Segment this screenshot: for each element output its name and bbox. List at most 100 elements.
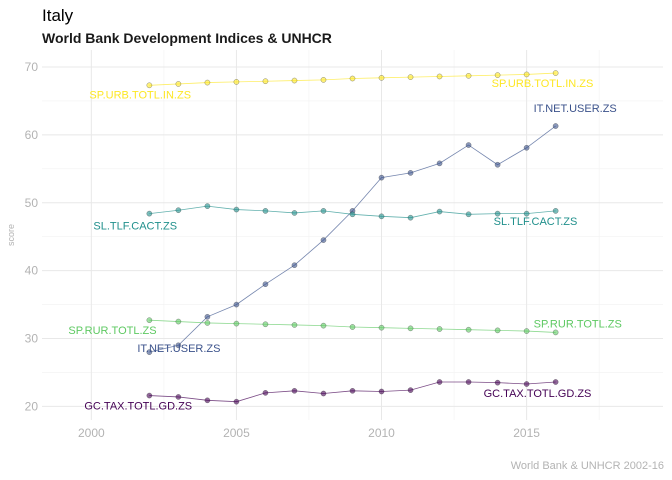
- data-point: [523, 71, 530, 78]
- data-point: [465, 326, 472, 333]
- data-point: [378, 74, 385, 81]
- y-tick-label: 50: [25, 196, 39, 210]
- data-point: [349, 387, 356, 394]
- data-point: [233, 79, 240, 85]
- data-point: [349, 75, 356, 82]
- series-sp-urb-totl-in-zs: [146, 70, 559, 89]
- data-point: [204, 320, 211, 326]
- data-point: [349, 324, 356, 330]
- series-labels: SP.URB.TOTL.IN.ZS SP.URB.TOTL.IN.ZS IT.NET…: [68, 78, 621, 412]
- series-start-label: GC.TAX.TOTL.GD.ZS: [84, 401, 192, 413]
- data-point: [262, 321, 269, 328]
- y-tick-label: 70: [25, 60, 39, 74]
- data-point: [233, 398, 240, 405]
- data-point: [407, 325, 414, 332]
- data-point: [465, 379, 472, 385]
- data-point: [465, 72, 472, 79]
- series-line: [149, 125, 556, 353]
- x-tick-label: 2015: [513, 426, 540, 440]
- series-gc-tax-totl-gd-zs: [146, 379, 559, 405]
- data-point: [175, 81, 182, 87]
- data-point: [436, 73, 443, 80]
- data-point: [291, 262, 298, 269]
- chart-subtitle: World Bank Development Indices & UNHCR: [42, 30, 332, 46]
- series-start-label: SP.URB.TOTL.IN.ZS: [89, 89, 191, 101]
- data-point: [552, 208, 559, 214]
- grid: [42, 50, 663, 420]
- data-point: [146, 82, 153, 89]
- data-point: [291, 77, 298, 84]
- data-point: [407, 214, 414, 221]
- y-tick-label: 40: [25, 264, 39, 278]
- y-tick-label: 30: [25, 332, 39, 346]
- y-tick-label: 60: [25, 128, 39, 142]
- y-axis-title: score: [6, 224, 16, 246]
- data-point: [320, 390, 327, 397]
- data-point: [407, 170, 414, 176]
- data-point: [320, 322, 327, 329]
- data-point: [204, 397, 211, 404]
- data-point: [320, 237, 327, 243]
- data-point: [291, 322, 298, 328]
- data-point: [436, 160, 443, 167]
- data-point: [552, 123, 559, 129]
- data-point: [552, 379, 559, 385]
- series-start-label: IT.NET.USER.ZS: [137, 343, 220, 355]
- data-point: [494, 210, 501, 217]
- data-point: [523, 381, 530, 387]
- data-point: [175, 342, 182, 349]
- data-point: [146, 317, 153, 324]
- data-point: [494, 161, 501, 168]
- chart-caption: World Bank & UNHCR 2002-16: [510, 460, 664, 472]
- data-point: [262, 281, 269, 288]
- data-point: [233, 320, 240, 327]
- series-end-label: GC.TAX.TOTL.GD.ZS: [484, 388, 592, 400]
- series-end-label: SP.URB.TOTL.IN.ZS: [492, 78, 594, 90]
- y-tick-label: 20: [25, 399, 39, 413]
- data-point: [494, 379, 501, 386]
- x-tick-label: 2010: [368, 426, 395, 440]
- data-point: [552, 70, 559, 76]
- data-point: [378, 213, 385, 220]
- data-point: [465, 211, 472, 218]
- x-tick-label: 2005: [223, 426, 250, 440]
- series-start-label: SP.RUR.TOTL.ZS: [68, 325, 156, 337]
- data-point: [146, 349, 153, 355]
- data-point: [436, 326, 443, 332]
- data-point: [175, 207, 182, 214]
- axes: 2000 2005 2010 2015 20 30 40 50 60 70 score: [6, 60, 540, 440]
- data-point: [146, 210, 153, 217]
- series-it-net-user-zs: [146, 123, 559, 355]
- data-point: [436, 379, 443, 385]
- series-sl-tlf-cact-zs: [146, 203, 559, 221]
- data-point: [523, 328, 530, 334]
- data-point: [262, 389, 269, 396]
- series-sp-rur-totl-zs: [146, 317, 559, 336]
- data-point: [262, 78, 269, 85]
- data-point: [465, 142, 472, 148]
- data-point: [233, 206, 240, 213]
- x-tick-label: 2000: [78, 426, 105, 440]
- data-point: [552, 329, 559, 336]
- data-point: [378, 324, 385, 331]
- data-point: [494, 72, 501, 78]
- data-point: [378, 174, 385, 181]
- data-point: [291, 210, 298, 216]
- data-point: [349, 211, 356, 218]
- data-point: [204, 79, 211, 86]
- series-start-label: SL.TLF.CACT.ZS: [93, 221, 177, 233]
- data-point: [146, 392, 153, 399]
- data-point: [320, 208, 327, 214]
- data-point: [523, 210, 530, 217]
- data-point: [407, 74, 414, 81]
- data-point: [523, 144, 530, 151]
- chart-title: Italy: [42, 6, 74, 25]
- data-point: [175, 318, 182, 325]
- data-point: [378, 388, 385, 395]
- data-point: [494, 327, 501, 334]
- data-point: [204, 203, 211, 209]
- data-point: [204, 313, 211, 320]
- data-point: [175, 394, 182, 400]
- data-point: [407, 387, 414, 393]
- data-point: [291, 387, 298, 394]
